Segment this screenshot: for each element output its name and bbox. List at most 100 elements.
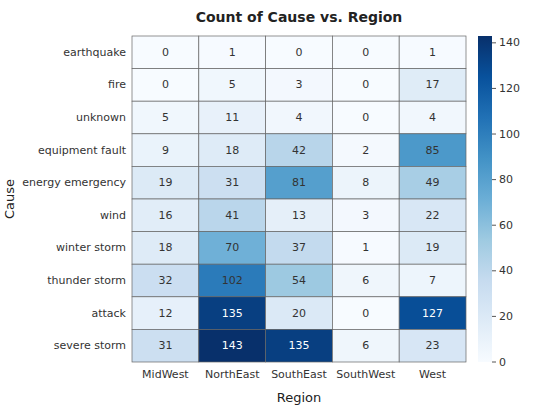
y-tick-label: attack [91,307,126,320]
data-label: 70 [225,241,239,254]
cell [132,134,199,167]
cell [266,69,333,102]
cell [132,232,199,265]
cell [332,36,399,69]
colorbar-tick-label: 40 [499,264,513,277]
data-label: 81 [292,176,306,189]
data-label: 19 [426,241,440,254]
cell [199,166,266,199]
data-label: 1 [429,46,436,59]
data-label: 16 [158,209,172,222]
cell [399,134,466,167]
cell [332,264,399,297]
x-tick-label: MidWest [142,368,189,381]
x-tick-label: SouthWest [336,368,396,381]
colorbar-tick-label: 0 [499,356,506,369]
data-label: 31 [225,176,239,189]
data-label: 0 [162,46,169,59]
cell [199,264,266,297]
cell [266,101,333,134]
cell [199,297,266,330]
cell [399,297,466,330]
cell [266,199,333,232]
cells [132,36,466,362]
colorbar-tick [492,225,496,226]
data-label: 6 [362,339,369,352]
cell [332,232,399,265]
cell [199,199,266,232]
data-label: 32 [158,274,172,287]
cell [199,134,266,167]
cell [399,69,466,102]
data-label: 102 [222,274,243,287]
data-label: 0 [296,46,303,59]
data-label: 3 [296,78,303,91]
x-axis-label: Region [277,390,322,405]
y-tick-label: energy emergency [22,176,126,189]
data-label: 8 [362,176,369,189]
y-tick-label: equipment fault [38,144,127,157]
cell [399,264,466,297]
data-label: 127 [422,307,443,320]
colorbar-tick [492,134,496,135]
data-label: 22 [426,209,440,222]
cell [132,36,199,69]
data-label: 23 [426,339,440,352]
data-label: 31 [158,339,172,352]
data-label: 17 [426,78,440,91]
colorbar-tick-label: 140 [499,36,520,49]
cell [132,297,199,330]
cell [132,264,199,297]
cell [332,329,399,362]
data-label: 143 [222,339,243,352]
data-label: 0 [362,46,369,59]
cell [399,166,466,199]
cell [332,69,399,102]
chart-svg: Count of Cause vs. Region010010530175114… [0,0,560,420]
y-tick-label: thunder storm [47,274,126,287]
y-tick-label: severe storm [54,339,126,352]
cell-labels: 0100105301751140491842285193181849164113… [158,46,443,352]
data-label: 4 [429,111,436,124]
data-label: 11 [225,111,239,124]
data-label: 3 [362,209,369,222]
data-label: 0 [162,78,169,91]
data-label: 85 [426,144,440,157]
cell [199,36,266,69]
data-label: 5 [162,111,169,124]
y-tick-label: unknown [76,111,126,124]
cell [132,69,199,102]
cell [266,36,333,69]
x-tick-label: West [419,368,447,381]
colorbar-tick-label: 120 [499,82,520,95]
cell [266,297,333,330]
data-label: 54 [292,274,306,287]
data-label: 12 [158,307,172,320]
cell [132,101,199,134]
data-label: 4 [296,111,303,124]
y-axis-label: Cause [2,179,17,219]
y-tick-label: fire [108,78,126,91]
colorbar-ticks: 020406080100120140 [492,36,520,368]
y-tick-label: winter storm [56,241,126,254]
y-tick-label: earthquake [63,46,126,59]
cell [399,329,466,362]
data-label: 49 [426,176,440,189]
data-label: 18 [225,144,239,157]
data-label: 9 [162,144,169,157]
colorbar-tick [492,88,496,89]
colorbar-tick [492,362,496,363]
cell [399,232,466,265]
cell [399,199,466,232]
cell [266,232,333,265]
colorbar-tick [492,316,496,317]
cell [266,134,333,167]
data-label: 2 [362,144,369,157]
data-label: 41 [225,209,239,222]
colorbar-tick [492,270,496,271]
cell [199,69,266,102]
cell [132,329,199,362]
cell [266,264,333,297]
data-label: 1 [229,46,236,59]
colorbar-tick-label: 20 [499,310,513,323]
